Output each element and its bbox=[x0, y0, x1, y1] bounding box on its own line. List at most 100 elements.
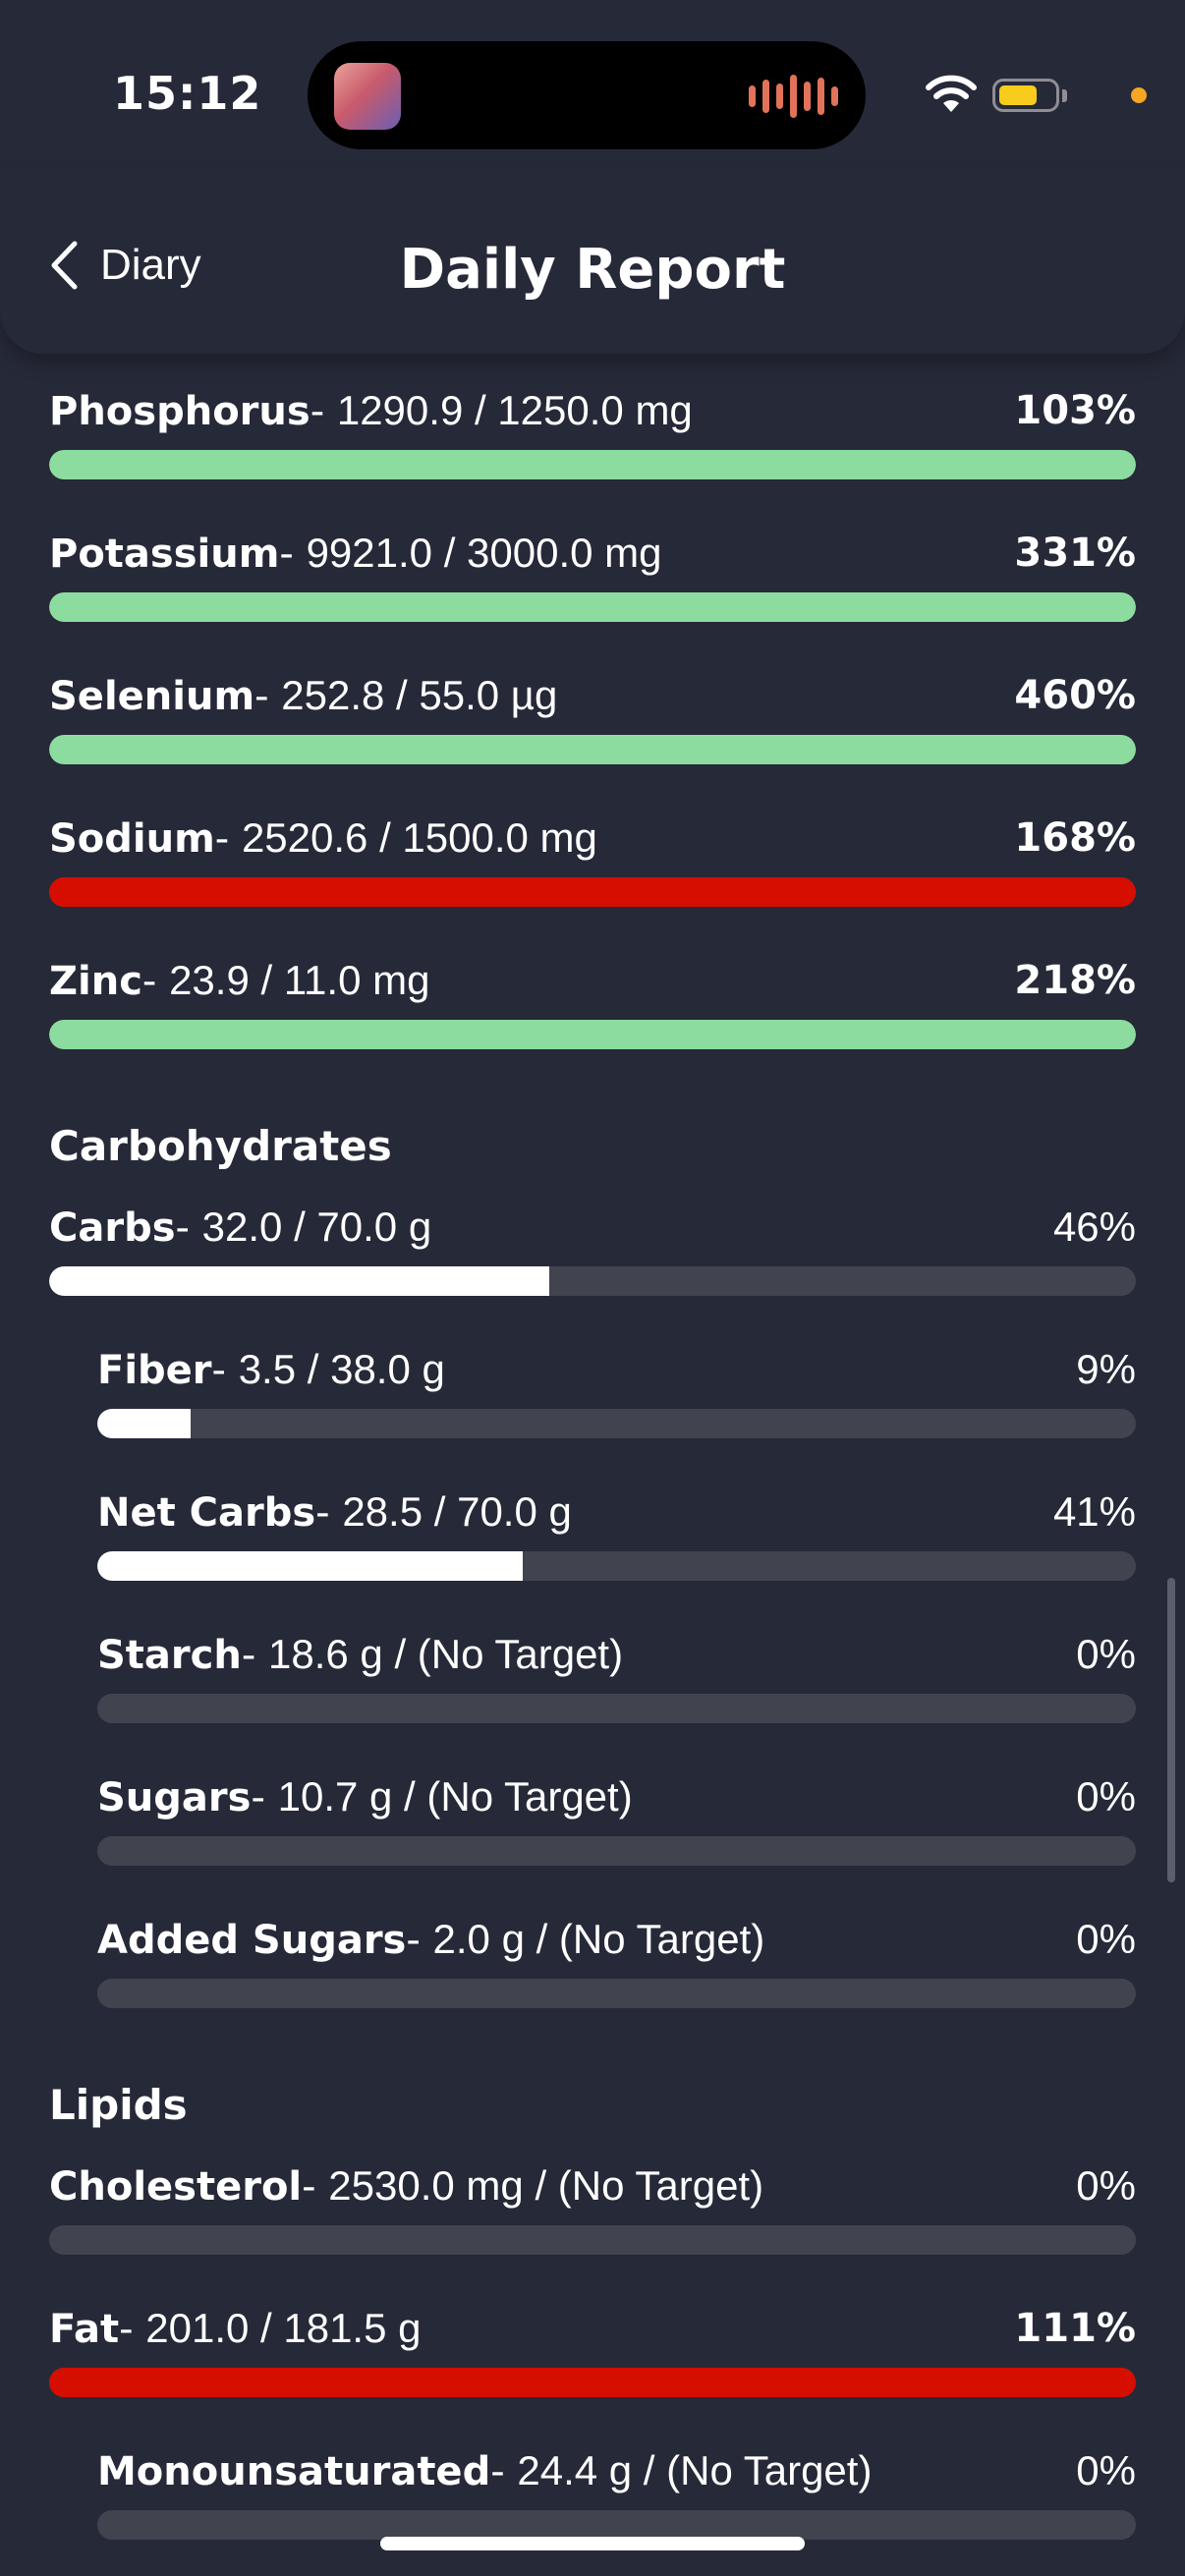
nutrient-percent: 331% bbox=[1014, 531, 1136, 576]
scrollbar[interactable] bbox=[1167, 1578, 1175, 1882]
nutrient-value: 2.0 g / (No Target) bbox=[432, 1916, 765, 1962]
page-title: Daily Report bbox=[399, 238, 786, 302]
separator: - bbox=[254, 674, 282, 719]
nutrient-label: Fiber- 3.5 / 38.0 g bbox=[97, 1345, 445, 1394]
nutrient-percent: 218% bbox=[1014, 958, 1136, 1003]
nutrient-label: Phosphorus- 1290.9 / 1250.0 mg bbox=[49, 386, 693, 435]
progress-bar bbox=[97, 1979, 1136, 2008]
nutrient-label: Fat- 201.0 / 181.5 g bbox=[49, 2304, 422, 2353]
nutrient-row-zinc[interactable]: Zinc- 23.9 / 11.0 mg 218% bbox=[49, 956, 1136, 1049]
nutrient-value: 28.5 / 70.0 g bbox=[342, 1488, 572, 1535]
nutrient-value: 23.9 / 11.0 mg bbox=[169, 957, 430, 1003]
nutrient-value: 24.4 g / (No Target) bbox=[517, 2447, 873, 2493]
progress-fill bbox=[97, 1551, 524, 1581]
nutrient-name: Monounsaturated bbox=[97, 2449, 491, 2494]
battery-icon bbox=[992, 79, 1067, 114]
nutrient-percent: 168% bbox=[1014, 815, 1136, 861]
nutrient-label: Carbs- 32.0 / 70.0 g bbox=[49, 1203, 431, 1252]
nutrient-name: Selenium bbox=[49, 674, 255, 719]
nutrient-label: Starch- 18.6 g / (No Target) bbox=[97, 1630, 623, 1679]
nutrient-label: Cholesterol- 2530.0 mg / (No Target) bbox=[49, 2161, 763, 2211]
nutrient-row-selenium[interactable]: Selenium- 252.8 / 55.0 µg 460% bbox=[49, 671, 1136, 764]
separator: - bbox=[310, 389, 337, 434]
section-heading: Lipids bbox=[49, 2081, 188, 2129]
nutrient-row-monounsaturated[interactable]: Monounsaturated- 24.4 g / (No Target) 0% bbox=[97, 2446, 1136, 2540]
separator: - bbox=[279, 532, 307, 577]
nutrient-percent: 103% bbox=[1014, 388, 1136, 433]
nutrient-name: Fat bbox=[49, 2307, 120, 2352]
nutrient-name: Starch bbox=[97, 1633, 242, 1678]
nutrient-percent: 460% bbox=[1014, 673, 1136, 718]
progress-fill bbox=[49, 1266, 549, 1296]
nutrient-name: Sugars bbox=[97, 1775, 252, 1820]
back-label: Diary bbox=[100, 241, 201, 289]
nutrient-row-phosphorus[interactable]: Phosphorus- 1290.9 / 1250.0 mg 103% bbox=[49, 386, 1136, 479]
nutrient-label: Monounsaturated- 24.4 g / (No Target) bbox=[97, 2446, 872, 2495]
status-time: 15:12 bbox=[113, 67, 262, 120]
nutrient-value: 201.0 / 181.5 g bbox=[145, 2305, 422, 2351]
separator: - bbox=[119, 2307, 146, 2352]
nutrient-name: Net Carbs bbox=[97, 1490, 316, 1536]
progress-fill bbox=[49, 877, 1136, 907]
progress-fill bbox=[49, 1020, 1136, 1049]
home-indicator[interactable] bbox=[380, 2537, 805, 2550]
nutrient-label: Net Carbs- 28.5 / 70.0 g bbox=[97, 1487, 572, 1537]
now-playing-artwork bbox=[334, 63, 401, 130]
nutrient-row-net-carbs[interactable]: Net Carbs- 28.5 / 70.0 g 41% bbox=[97, 1487, 1136, 1581]
nutrient-percent: 0% bbox=[1076, 2447, 1136, 2493]
nutrient-row-potassium[interactable]: Potassium- 9921.0 / 3000.0 mg 331% bbox=[49, 529, 1136, 622]
nutrient-row-sugars[interactable]: Sugars- 10.7 g / (No Target) 0% bbox=[97, 1772, 1136, 1866]
nutrient-value: 10.7 g / (No Target) bbox=[277, 1773, 633, 1820]
nav-header: Diary Daily Report bbox=[0, 167, 1185, 354]
nutrient-percent: 0% bbox=[1076, 1773, 1136, 1820]
nutrient-percent: 41% bbox=[1052, 1488, 1136, 1535]
progress-bar bbox=[97, 1409, 1136, 1438]
separator: - bbox=[302, 2164, 329, 2210]
nutrient-row-cholesterol[interactable]: Cholesterol- 2530.0 mg / (No Target) 0% bbox=[49, 2161, 1136, 2255]
progress-bar bbox=[49, 2225, 1136, 2255]
progress-bar bbox=[49, 877, 1136, 907]
progress-bar bbox=[49, 592, 1136, 622]
nutrient-percent: 9% bbox=[1076, 1346, 1136, 1392]
nutrient-value: 2530.0 mg / (No Target) bbox=[328, 2162, 764, 2209]
nutrient-label: Added Sugars- 2.0 g / (No Target) bbox=[97, 1915, 764, 1964]
nutrient-name: Carbs bbox=[49, 1205, 176, 1251]
progress-bar bbox=[97, 1551, 1136, 1581]
nutrient-row-starch[interactable]: Starch- 18.6 g / (No Target) 0% bbox=[97, 1630, 1136, 1723]
nutrient-value: 3.5 / 38.0 g bbox=[238, 1346, 445, 1392]
privacy-indicator-dot bbox=[1131, 87, 1147, 103]
nutrient-label: Selenium- 252.8 / 55.0 µg bbox=[49, 671, 557, 720]
separator: - bbox=[141, 959, 170, 1004]
nutrient-value: 32.0 / 70.0 g bbox=[201, 1204, 432, 1250]
progress-fill bbox=[49, 2368, 1136, 2397]
nutrient-name: Fiber bbox=[97, 1348, 212, 1393]
nutrient-value: 18.6 g / (No Target) bbox=[268, 1631, 624, 1677]
separator: - bbox=[214, 816, 242, 862]
nutrient-percent: 0% bbox=[1076, 1916, 1136, 1962]
nutrient-value: 9921.0 / 3000.0 mg bbox=[306, 530, 662, 576]
nutrient-row-sodium[interactable]: Sodium- 2520.6 / 1500.0 mg 168% bbox=[49, 813, 1136, 907]
nutrient-row-fat[interactable]: Fat- 201.0 / 181.5 g 111% bbox=[49, 2304, 1136, 2397]
separator: - bbox=[490, 2449, 518, 2494]
chevron-left-icon bbox=[51, 241, 78, 290]
back-button[interactable]: Diary bbox=[49, 236, 201, 295]
nutrient-name: Potassium bbox=[49, 532, 280, 577]
nutrient-name: Zinc bbox=[49, 959, 142, 1004]
progress-bar bbox=[97, 2510, 1136, 2540]
progress-bar bbox=[49, 1266, 1136, 1296]
progress-bar bbox=[49, 1020, 1136, 1049]
nutrient-name: Phosphorus bbox=[49, 389, 310, 434]
progress-bar bbox=[97, 1694, 1136, 1723]
separator: - bbox=[241, 1633, 268, 1678]
nutrient-label: Zinc- 23.9 / 11.0 mg bbox=[49, 956, 429, 1005]
progress-bar bbox=[49, 735, 1136, 764]
nutrient-label: Potassium- 9921.0 / 3000.0 mg bbox=[49, 529, 662, 578]
dynamic-island[interactable] bbox=[308, 41, 866, 149]
nutrient-row-carbs[interactable]: Carbs- 32.0 / 70.0 g 46% bbox=[49, 1203, 1136, 1296]
nutrient-row-fiber[interactable]: Fiber- 3.5 / 38.0 g 9% bbox=[97, 1345, 1136, 1438]
wifi-icon bbox=[926, 75, 977, 112]
nutrient-row-added-sugars[interactable]: Added Sugars- 2.0 g / (No Target) 0% bbox=[97, 1915, 1136, 2008]
nutrient-name: Cholesterol bbox=[49, 2164, 303, 2210]
separator: - bbox=[251, 1775, 278, 1820]
